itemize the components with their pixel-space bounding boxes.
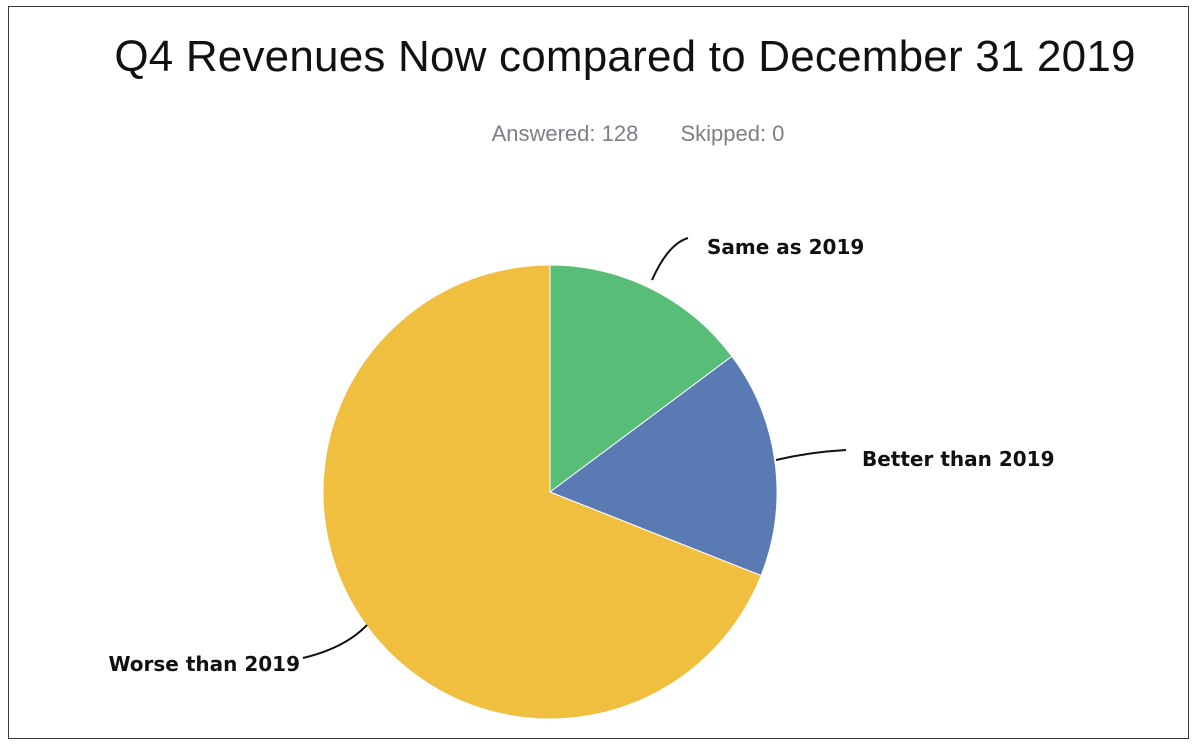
pie-slice-same-as-2019 [549, 264, 733, 493]
skipped-count: Skipped: 0 [680, 121, 785, 146]
slice-label: Better than 2019 [862, 447, 1054, 471]
callout-line [775, 449, 847, 461]
response-stats: Answered: 128 Skipped: 0 [0, 121, 1200, 147]
pie-slice-worse-than-2019 [322, 264, 762, 720]
slice-label: Worse than 2019 [108, 652, 300, 676]
callout-line [651, 237, 689, 281]
chart-title: Q4 Revenues Now compared to December 31 … [114, 32, 1136, 81]
callout-line [302, 624, 368, 659]
pie-slice-better-than-2019 [548, 355, 778, 577]
slice-label: Same as 2019 [707, 235, 864, 259]
answered-count: Answered: 128 [491, 121, 639, 146]
